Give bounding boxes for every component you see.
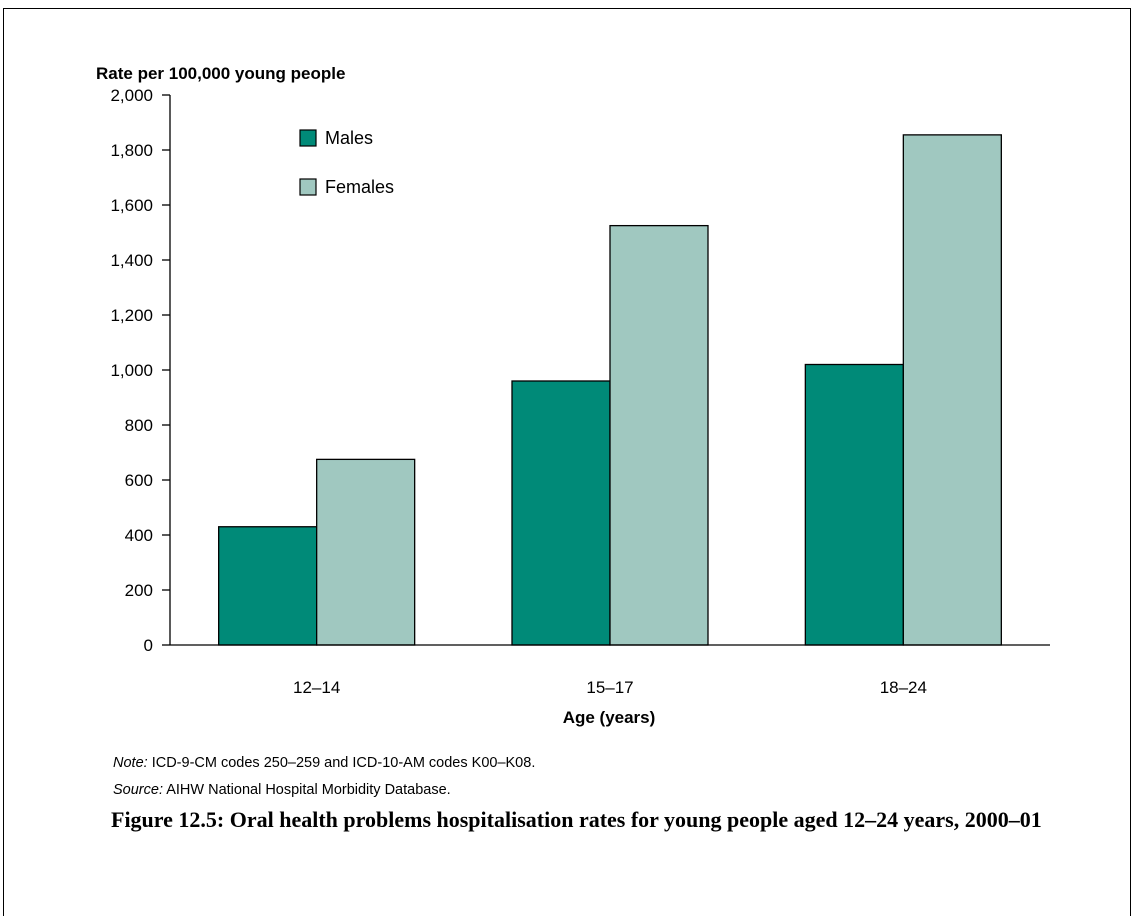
bar-chart: Rate per 100,000 young people Age (years… (96, 64, 1050, 727)
legend-label-males: Males (325, 128, 373, 148)
bar-females-18–24 (902, 134, 1002, 646)
x-tick-label: 18–24 (880, 678, 927, 697)
x-axis-ticks: 12–14 15–17 18–24 (293, 678, 927, 697)
y-tick-label: 200 (125, 581, 153, 600)
bar-males-18–24 (804, 363, 904, 646)
x-axis-title: Age (years) (563, 708, 656, 727)
y-tick-label: 2,000 (110, 86, 153, 105)
bar-males-12–14 (218, 526, 318, 646)
chart-note: Note: ICD-9-CM codes 250–259 and ICD-10-… (113, 755, 535, 771)
source-text: AIHW National Hospital Morbidity Databas… (162, 782, 451, 798)
note-text: ICD-9-CM codes 250–259 and ICD-10-AM cod… (147, 755, 536, 771)
bars (218, 134, 1002, 646)
figure-caption: Figure 12.5: Oral health problems hospit… (111, 807, 1042, 832)
y-tick-label: 1,400 (110, 251, 153, 270)
note-label: Note: (113, 755, 148, 771)
bar-females-12–14 (316, 458, 416, 646)
source-label: Source: (113, 782, 163, 798)
legend-swatch-females (299, 178, 317, 196)
y-tick-label: 1,200 (110, 306, 153, 325)
legend-label-females: Females (325, 177, 394, 197)
legend-swatch-males (299, 129, 317, 147)
y-tick-label: 600 (125, 471, 153, 490)
chart-source: Source: AIHW National Hospital Morbidity… (113, 782, 451, 798)
y-tick-label: 1,000 (110, 361, 153, 380)
y-tick-label: 400 (125, 526, 153, 545)
figure-frame (3, 8, 1131, 916)
bar-females-15–17 (609, 224, 709, 646)
y-tick-label: 1,600 (110, 196, 153, 215)
y-tick-label: 800 (125, 416, 153, 435)
x-tick-label: 15–17 (586, 678, 633, 697)
y-axis-ticks: 0 200 400 600 800 1,000 1,200 1,400 1,600 1,800 2,… (110, 86, 170, 655)
y-tick-label: 0 (144, 636, 153, 655)
legend: Males Females (299, 128, 394, 197)
y-axis-title: Rate per 100,000 young people (96, 64, 345, 83)
bar-males-15–17 (511, 380, 611, 646)
y-tick-label: 1,800 (110, 141, 153, 160)
x-tick-label: 12–14 (293, 678, 340, 697)
